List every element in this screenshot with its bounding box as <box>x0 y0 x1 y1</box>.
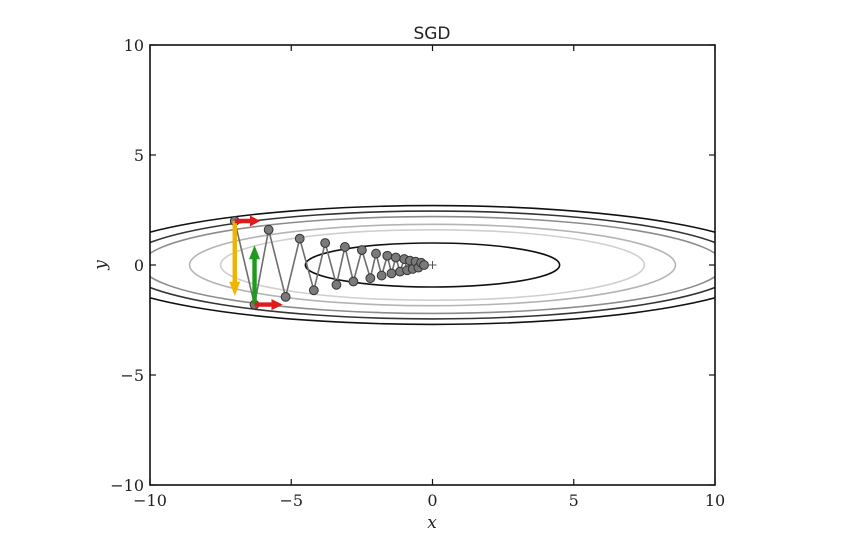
trajectory-point <box>365 273 376 284</box>
trajectory-point <box>376 270 387 281</box>
contour-ellipse-3 <box>150 215 715 315</box>
trajectory-point <box>280 292 291 302</box>
contour-ellipse-2 <box>188 223 677 307</box>
y-tick-label: 5 <box>134 146 144 165</box>
x-axis-label: x <box>427 513 437 533</box>
trajectory-point <box>320 238 331 248</box>
minimum-marker <box>428 261 437 269</box>
y-tick-label: 0 <box>134 256 144 275</box>
axis-ticks: −10 −5 0 5 10 −10 −5 0 5 10 <box>110 36 725 510</box>
y-tick-label: −10 <box>110 476 144 495</box>
trajectory-point <box>263 224 274 235</box>
contour-ellipse-5 <box>150 204 715 326</box>
trajectory-point <box>294 233 305 244</box>
contour-ellipse-1 <box>219 229 646 302</box>
trajectory-point <box>371 248 381 259</box>
x-tick-label: 5 <box>569 491 579 510</box>
y-axis-label: y <box>91 260 111 271</box>
trajectory-point <box>390 252 401 263</box>
trajectory-point <box>308 285 319 296</box>
contour-ellipse-0 <box>304 242 561 288</box>
trajectory-point <box>419 260 429 270</box>
x-tick-label: −5 <box>279 491 303 510</box>
contour-ellipse-4 <box>150 210 715 320</box>
gradient-arrow-1 <box>249 245 261 305</box>
gradient-arrows <box>229 215 283 311</box>
trajectory-point <box>386 268 397 279</box>
trajectory-point <box>356 245 367 255</box>
y-tick-label: 10 <box>124 36 144 55</box>
y-tick-label: −5 <box>120 366 144 385</box>
trajectory-point <box>331 279 342 290</box>
gradient-arrow-0 <box>229 221 241 296</box>
gradient-arrow-2 <box>234 215 261 227</box>
x-tick-label: 0 <box>427 491 437 510</box>
x-tick-label: 10 <box>705 491 725 510</box>
trajectory-point <box>348 276 359 287</box>
gradient-arrow-3 <box>254 299 283 311</box>
x-tick-label: −10 <box>133 491 167 510</box>
contour-lines <box>150 204 715 326</box>
trajectory-point <box>382 250 393 261</box>
trajectory-point <box>340 242 350 252</box>
chart-title: SGD <box>413 24 450 44</box>
